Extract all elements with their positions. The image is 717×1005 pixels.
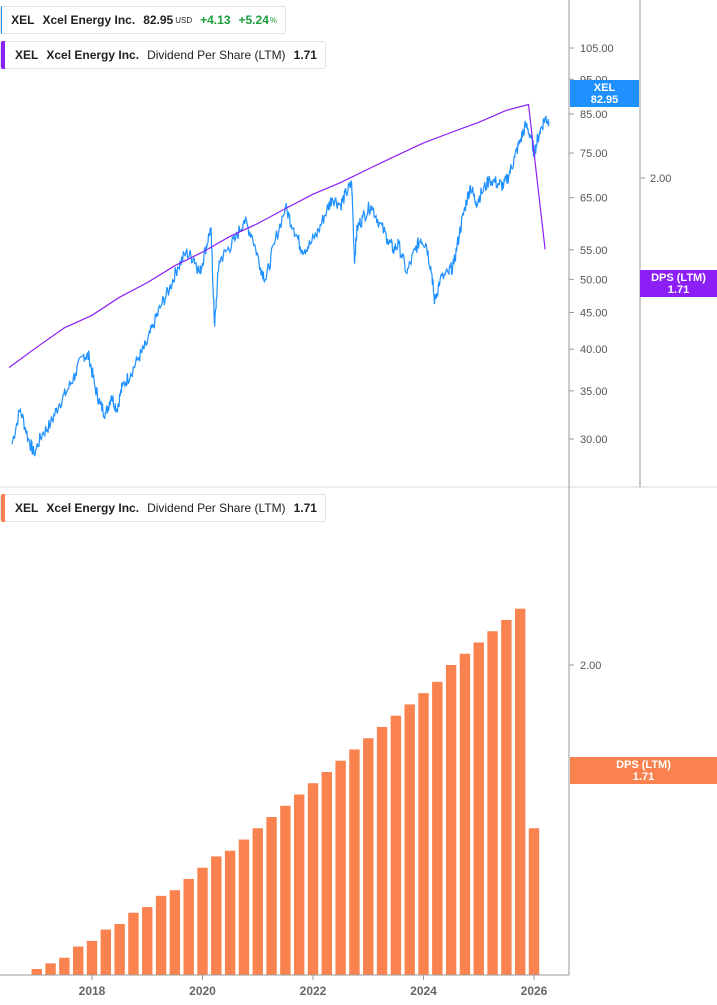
dps-bar [114,923,125,975]
dps-bar [501,619,512,975]
dps-tag-top: DPS (LTM) 1.71 [640,270,717,297]
price-tag-value: 82.95 [590,94,619,106]
price-legend[interactable]: XEL Xcel Energy Inc. 82.95 USD +4.13 +5.… [0,6,286,34]
dps-bar [45,963,56,975]
dps-legend-bottom-swatch [1,494,5,522]
price-legend-currency: USD [175,15,193,25]
dps-legend-top-name: Xcel Energy Inc. [46,48,140,62]
dps-bar [59,957,70,975]
price-legend-pct-sign: % [269,15,277,25]
dps-bar [197,867,208,975]
dps-bar [293,794,305,975]
dps-bar [349,749,360,975]
dps-bar [72,946,84,975]
dps-legend-top-value: 1.71 [293,48,317,62]
dps-bar [169,890,181,975]
price-tick-label: 75.00 [580,148,608,160]
price-tick-label: 30.00 [580,434,608,446]
dps-bottom-tick-label: 2.00 [580,660,601,672]
price-tag: XEL 82.95 [570,80,639,107]
dps-bar [183,878,194,975]
price-and-dps-lines [8,103,550,457]
dps-bar [335,760,346,975]
dps-bar [252,828,263,975]
dps-bar [86,940,98,975]
dps-legend-bottom-ticker: XEL [15,501,39,515]
price-tick-label: 35.00 [580,386,608,398]
price-legend-change: +4.13 [200,13,231,27]
price-legend-price: 82.95 [143,13,174,27]
dps-axis-top: 2.00 [640,173,671,185]
dps-bar [155,895,167,975]
dps-bar [363,738,374,975]
price-tick-label: 40.00 [580,344,608,356]
dps-bar [418,693,429,975]
price-legend-ticker: XEL [11,13,35,27]
dps-tag-bottom: DPS (LTM) 1.71 [570,757,717,784]
price-tick-label: 65.00 [580,193,608,205]
time-tick-label: 2020 [189,984,216,998]
dps-bar [321,771,333,975]
time-tick-label: 2026 [521,984,548,998]
dps-bar [473,642,484,975]
dps-legend-top-swatch [1,41,5,69]
dps-tag-bottom-value: 1.71 [632,771,655,783]
dps-bar [514,608,526,975]
dps-legend-bottom-value: 1.71 [293,501,317,515]
dps-bar [142,907,153,975]
price-tick-label: 55.00 [580,245,608,257]
dps-bar [238,839,250,975]
price-legend-name: Xcel Energy Inc. [42,13,136,27]
price-legend-change-pct: +5.24 [238,13,269,27]
dps-bars [31,608,540,975]
price-tag-ticker: XEL [593,82,616,94]
dps-legend-top-ticker: XEL [15,48,39,62]
time-tick-label: 2024 [410,984,437,998]
dps-tag-bottom-label: DPS (LTM) [616,759,671,771]
dps-tag-top-value: 1.71 [667,284,690,296]
dps-line [8,103,546,368]
dps-bar [31,969,42,975]
dps-bar [404,704,415,975]
dps-axis-bottom: 2.00 [569,660,601,672]
dps-legend-bottom-name: Xcel Energy Inc. [46,501,140,515]
dps-bar [128,912,139,975]
dps-bar [390,715,402,975]
dps-bar [432,681,443,975]
dps-bar [211,856,222,975]
price-tick-label: 45.00 [580,307,608,319]
price-tick-label: 105.00 [580,43,614,55]
dps-bar [100,929,112,975]
dps-top-tick-label: 2.00 [650,173,671,185]
dps-bar [224,850,236,975]
dps-bar [307,783,319,975]
dps-bar [487,631,498,975]
dps-legend-bottom-metric: Dividend Per Share (LTM) [147,501,286,515]
time-tick-label: 2018 [79,984,106,998]
dps-bar [528,828,540,975]
price-tick-label: 50.00 [580,275,608,287]
time-axis: 2018 2020 2022 2024 2026 [79,975,548,998]
dps-tag-top-label: DPS (LTM) [651,272,706,284]
dps-legend-bottom[interactable]: XEL Xcel Energy Inc. Dividend Per Share … [0,494,326,522]
dps-legend-top-metric: Dividend Per Share (LTM) [147,48,286,62]
dps-bar [266,817,277,975]
dps-bar [280,805,291,975]
time-tick-label: 2022 [300,984,327,998]
price-line [11,115,550,457]
dps-legend-top[interactable]: XEL Xcel Energy Inc. Dividend Per Share … [0,41,326,69]
price-tick-label: 85.00 [580,109,608,121]
dps-bar [459,653,471,975]
dps-bar [445,665,457,975]
dps-bar [376,726,388,975]
